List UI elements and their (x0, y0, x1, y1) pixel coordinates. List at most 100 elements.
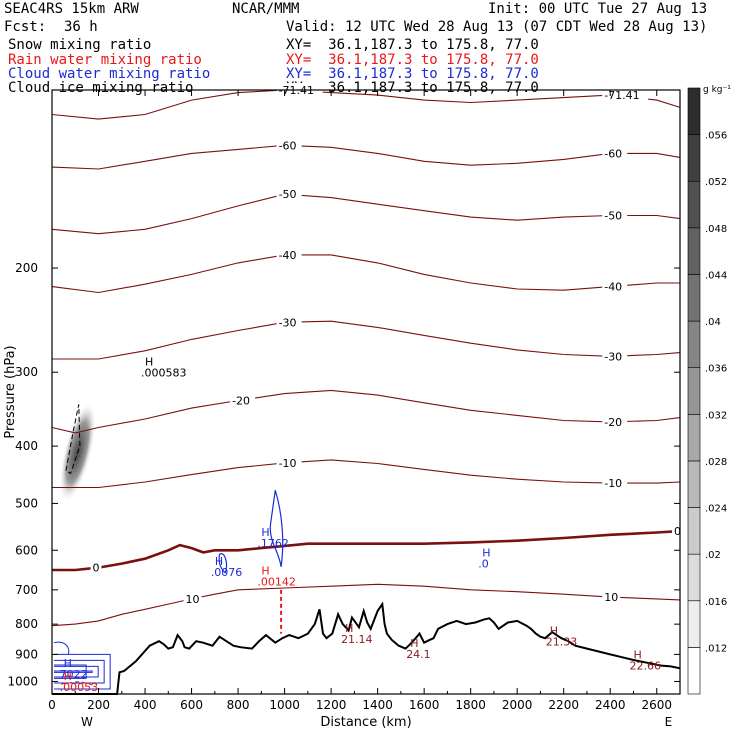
colorbar-cell (687, 553, 701, 602)
forecast-hours: 36 h (64, 19, 98, 35)
isotherm-line (51, 389, 681, 434)
colorbar-cell (687, 180, 701, 229)
colorbar-tick-label: .024 (705, 504, 727, 515)
extremum-value: 21.33 (546, 636, 578, 649)
forecast-label: Fcst: (4, 19, 47, 35)
axes: 0 200 400 600 800 1000 1200 1400 1600 1800 2000 220… (7, 90, 680, 712)
colorbar-tick-label: .04 (705, 317, 721, 328)
extremum-value: 24.1 (406, 648, 431, 661)
isotherm-contours: -71.41 -71.41-60-60-50-50-40-40-30-30-20-… (51, 83, 683, 627)
x-tick-label: 1200 (316, 698, 347, 712)
x-tick-label: 1600 (409, 698, 440, 712)
x-tick-label: 0 (48, 698, 56, 712)
isotherm-line (52, 459, 681, 489)
colorbar-tick-label: .016 (705, 597, 727, 608)
y-axis-title: Pressure (hPa) (3, 345, 18, 438)
extremum-marker: H (261, 526, 269, 539)
isotherm-label-bg (602, 414, 628, 427)
colorbar-cell (687, 647, 701, 695)
isotherm-line (51, 254, 680, 294)
plot-frame (51, 89, 681, 695)
isotherm-label-bg (602, 88, 649, 101)
colorbar-cell (687, 414, 701, 462)
extremum-marker: H (633, 649, 641, 662)
terrain-line (52, 601, 681, 695)
field-label-snow: Snow mixing ratio (8, 37, 152, 53)
extremum-value: .0 (478, 558, 489, 571)
x-tick-label: 1000 (269, 698, 300, 712)
field-label-cloud-ice: Cloud ice mixing ratio (8, 80, 194, 96)
init-time: Init: 00 UTC Tue 27 Aug 13 (488, 1, 708, 17)
colorbar-cell (687, 87, 701, 135)
y-tick-label: 1000 (7, 674, 38, 688)
colorbar-cell (687, 274, 701, 322)
extremum-value: 7022 (60, 668, 88, 681)
colorbar-tick-label: .012 (705, 643, 727, 654)
extremum-marker: H (64, 657, 72, 670)
model-title: SEAC4RS 15km ARW (4, 1, 139, 17)
valid-time: Valid: 12 UTC Wed 28 Aug 13 (07 CDT Wed … (286, 19, 708, 35)
x-tick-label: 2600 (641, 698, 672, 712)
extremum-marker: H (215, 555, 223, 568)
isotherm-label: -50 (279, 188, 297, 201)
cloud-water-contour (54, 659, 105, 684)
isotherm-label-bg (276, 138, 302, 151)
extremum-marker: H (550, 625, 558, 638)
x-tick-label: 2400 (595, 698, 626, 712)
y-tick-label: 900 (15, 647, 38, 661)
colorbar-tick-label: .028 (705, 457, 727, 468)
isotherm-line (51, 193, 681, 235)
isotherm-label: -71.41 (604, 89, 639, 102)
extremum-marker: H (345, 622, 353, 635)
field-label-cloud-water: Cloud water mixing ratio (8, 66, 211, 82)
extremum-marker: H (64, 670, 72, 683)
isotherm-label-bg (602, 349, 628, 362)
extremum-marker: H (145, 355, 153, 368)
isotherm-label: -30 (279, 316, 297, 329)
y-tick-label: 500 (15, 496, 38, 510)
y-tick-label: 700 (15, 583, 38, 597)
isotherm-label: 0 (93, 562, 100, 575)
extremum-value: .000583 (141, 366, 187, 379)
extremum-value: .0076 (211, 566, 243, 579)
colorbar-cell (687, 227, 701, 275)
x-axis-title: Distance (km) (320, 715, 411, 730)
colorbar-tick-label: .02 (705, 550, 721, 561)
y-tick-label: 200 (15, 261, 38, 275)
isotherm-label-bg (276, 455, 302, 468)
cloud-water-contour (218, 553, 228, 574)
isotherm-label: 0 (674, 525, 681, 538)
y-tick-label: 800 (15, 617, 38, 631)
isotherm-line (52, 320, 681, 360)
cloud-water-contour (269, 490, 284, 567)
cloud-ice-contour (65, 404, 81, 475)
isotherm-line (51, 583, 681, 627)
colorbar-cell (687, 320, 701, 368)
colorbar-tick-label: .056 (705, 131, 727, 142)
isotherm-label-bg (602, 590, 621, 603)
isotherm-label-bg (90, 560, 102, 573)
x-tick-label: 200 (87, 698, 110, 712)
x-tick-label: 800 (227, 698, 250, 712)
y-tick-label: 300 (15, 365, 38, 379)
cloud-water-contour (53, 641, 70, 655)
field-xy-snow: XY= 36.1,187.3 to 175.8, 77.0 (286, 37, 539, 53)
hydrometeor-contours (53, 404, 284, 690)
west-label: W (81, 715, 93, 729)
x-tick-label: 2000 (502, 698, 533, 712)
colorbar: .012 .016 .02 .024 .028 .032 .036 .04 .044 .048 .0… (687, 85, 731, 695)
y-tick-label: 400 (15, 439, 38, 453)
x-tick-label: 600 (180, 698, 203, 712)
isotherm-label: -30 (604, 350, 622, 363)
isotherm-label: -20 (232, 395, 250, 408)
colorbar-cell (687, 507, 701, 555)
isotherm-label-bg (602, 279, 628, 292)
x-tick-label: 400 (134, 698, 157, 712)
field-xy-rain: XY= 36.1,187.3 to 175.8, 77.0 (286, 52, 539, 68)
terrain-profile (52, 601, 681, 695)
isotherm-label: 10 (186, 593, 200, 606)
colorbar-tick-label: .044 (705, 270, 727, 281)
extremum-value: 22.66 (629, 660, 661, 673)
